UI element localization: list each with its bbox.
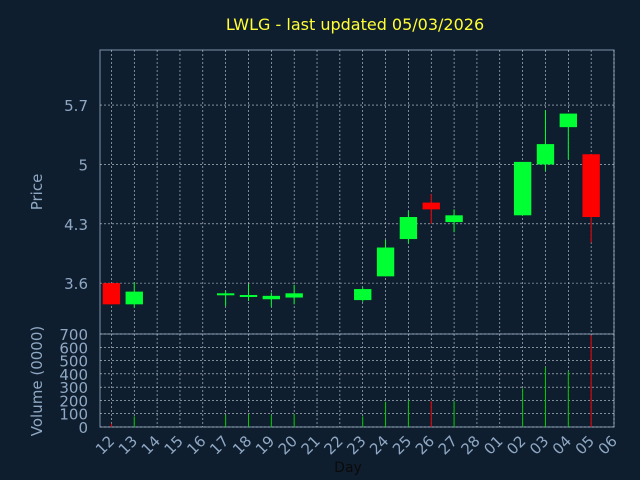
price-tick-label: 5 <box>78 156 88 174</box>
candle-body <box>376 247 395 277</box>
candle <box>582 154 600 243</box>
volume-tick-label: 200 <box>59 392 88 410</box>
price-y-ticks: 3.6 4.3 5 5.7 <box>64 97 88 293</box>
candle <box>559 113 577 160</box>
candle <box>262 292 281 307</box>
candle-body <box>559 113 577 128</box>
chart-title: LWLG - last updated 05/03/2026 <box>226 15 484 34</box>
volume-grid <box>100 333 615 428</box>
candle-body <box>536 144 555 165</box>
candle-body <box>422 202 440 210</box>
candle-body <box>513 161 532 216</box>
candle <box>422 194 440 224</box>
candle <box>536 110 555 172</box>
candle <box>216 290 235 307</box>
price-panel: 3.6 4.3 5 5.7 Price <box>28 49 615 335</box>
candle-body <box>125 291 143 305</box>
candle-body <box>582 154 600 218</box>
candle-body <box>399 217 418 240</box>
candle-body <box>216 293 235 296</box>
candle <box>513 161 532 216</box>
volume-tick-label: 0 <box>78 419 88 437</box>
volume-tick-label: 400 <box>59 366 88 384</box>
volume-tick-label: 600 <box>59 339 88 357</box>
candle-body <box>445 215 463 223</box>
x-tick-label: 06 <box>595 432 621 458</box>
x-axis-label: Day <box>334 460 362 476</box>
candle-body <box>262 295 281 300</box>
candle <box>285 284 303 305</box>
volume-tick-label: 700 <box>59 326 88 344</box>
x-tick-labels: 1213141516171819202122232425262728010203… <box>92 432 621 458</box>
price-axis-label: Price <box>28 174 46 211</box>
volume-axis-label: Volume (0000) <box>28 326 46 436</box>
candle-body <box>239 295 258 298</box>
candle <box>239 283 258 301</box>
candle <box>102 283 121 305</box>
candle-body <box>102 283 121 305</box>
price-tick-label: 5.7 <box>64 97 88 115</box>
volume-tick-label: 500 <box>59 353 88 371</box>
volume-plot-frame <box>99 333 615 428</box>
candle <box>399 211 418 244</box>
volume-bars <box>110 335 592 427</box>
candle <box>354 287 372 302</box>
candle-body <box>285 293 303 298</box>
candle <box>125 282 143 308</box>
price-tick-label: 4.3 <box>64 216 88 234</box>
candle-body <box>354 289 372 301</box>
volume-tick-label: 300 <box>59 379 88 397</box>
price-tick-label: 3.6 <box>64 275 88 293</box>
candle <box>376 239 395 277</box>
volume-tick-label: 100 <box>59 406 88 424</box>
candle <box>445 209 463 233</box>
candles <box>102 110 600 308</box>
